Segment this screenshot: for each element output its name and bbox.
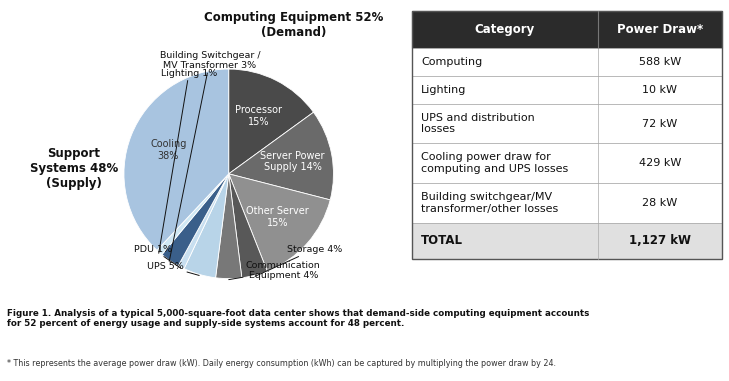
Text: Server Power
Supply 14%: Server Power Supply 14%: [260, 151, 325, 173]
Bar: [412, 11, 722, 48]
Wedge shape: [229, 69, 313, 174]
Text: Cooling
38%: Cooling 38%: [150, 139, 187, 161]
Wedge shape: [124, 69, 229, 250]
Bar: [412, 143, 722, 183]
Text: Building Switchgear /
MV Transformer 3%: Building Switchgear / MV Transformer 3%: [160, 51, 260, 261]
Bar: [412, 48, 722, 76]
Wedge shape: [162, 174, 229, 266]
Text: 588 kW: 588 kW: [639, 57, 681, 67]
Wedge shape: [229, 174, 268, 278]
Text: 429 kW: 429 kW: [639, 158, 681, 168]
Text: Computing Equipment 52%
(Demand): Computing Equipment 52% (Demand): [204, 11, 383, 39]
Wedge shape: [229, 174, 330, 271]
Text: PDU 1%: PDU 1%: [134, 245, 181, 268]
Text: UPS 5%: UPS 5%: [147, 261, 199, 275]
Text: Category: Category: [475, 23, 535, 36]
Wedge shape: [216, 174, 242, 279]
Text: Computing: Computing: [421, 57, 483, 67]
Wedge shape: [179, 174, 229, 269]
Text: Cooling power draw for
computing and UPS losses: Cooling power draw for computing and UPS…: [421, 152, 569, 174]
Text: Support
Systems 48%
(Supply): Support Systems 48% (Supply): [30, 147, 118, 190]
Text: 10 kW: 10 kW: [642, 85, 677, 95]
Text: Lighting 1%: Lighting 1%: [159, 69, 217, 253]
Text: Building switchgear/MV
transformer/other losses: Building switchgear/MV transformer/other…: [421, 192, 558, 214]
Wedge shape: [229, 112, 333, 200]
Text: UPS and distribution
losses: UPS and distribution losses: [421, 113, 535, 134]
Wedge shape: [157, 174, 229, 255]
Bar: [412, 183, 722, 223]
Wedge shape: [184, 174, 229, 278]
Text: Power Draw*: Power Draw*: [617, 23, 703, 36]
Text: Storage 4%: Storage 4%: [255, 245, 342, 276]
Bar: [412, 104, 722, 143]
Text: * This represents the average power draw (kW). Daily energy consumption (kWh) ca: * This represents the average power draw…: [7, 359, 556, 368]
Text: 72 kW: 72 kW: [642, 118, 677, 129]
Text: 28 kW: 28 kW: [642, 198, 677, 208]
Bar: [412, 11, 722, 259]
Text: Lighting: Lighting: [421, 85, 467, 95]
Text: Processor
15%: Processor 15%: [235, 105, 281, 127]
Text: Other Server
15%: Other Server 15%: [246, 206, 309, 227]
Text: TOTAL: TOTAL: [421, 234, 463, 248]
Text: Communication
Equipment 4%: Communication Equipment 4%: [229, 261, 321, 280]
Text: 1,127 kW: 1,127 kW: [628, 234, 691, 248]
Text: Figure 1. Analysis of a typical 5,000-square-foot data center shows that demand-: Figure 1. Analysis of a typical 5,000-sq…: [7, 309, 590, 328]
Bar: [412, 223, 722, 259]
Bar: [412, 76, 722, 104]
